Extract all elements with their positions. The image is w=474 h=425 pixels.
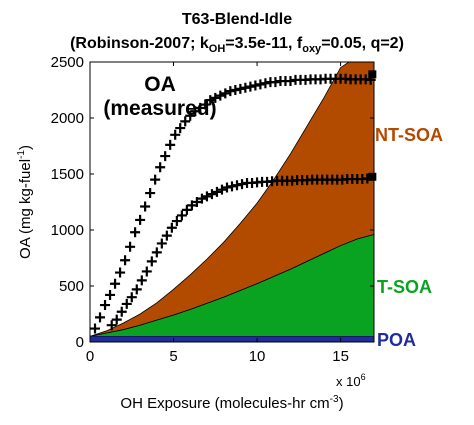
chart-title: T63-Blend-Idle [182,11,292,28]
measured-lower-point [181,204,192,215]
measured-lower-point [136,275,147,286]
x-axis-label: OH Exposure (molecules-hr cm-3) [120,394,343,412]
measured-upper-point [160,151,171,162]
measured-upper-point [140,201,151,212]
poa-label: POA [377,330,416,350]
measured-upper-point [145,188,156,199]
y-tick-label: 2000 [51,110,84,127]
measured-lower-point [146,256,157,267]
measured-upper-point [205,95,216,106]
measured-upper-point [210,92,221,103]
measured-lower-point [111,314,122,325]
measured-upper-point [200,99,211,110]
measured-upper-point [245,81,256,92]
measured-end-marker [368,172,377,181]
measured-upper-point [220,88,231,99]
measured-upper-point [190,106,201,117]
measured-lower-point [232,180,243,191]
measured-upper-point [285,76,296,87]
tsoa-label: T-SOA [377,277,432,297]
measured-lower-point [196,193,207,204]
measured-upper-point [175,123,186,134]
measured-upper-point [215,90,226,101]
measured-lower-point [131,284,142,295]
measured-upper-point [95,312,106,323]
measured-upper-point [260,78,271,89]
measured-upper-point [255,79,266,90]
measured-upper-point [180,116,191,127]
measured-lower-point [126,292,137,303]
x-multiplier: x 106 [336,372,366,389]
y-tick-label: 1500 [51,166,84,183]
measured-lower-point [227,181,237,192]
x-tick-label: 15 [332,348,349,365]
ntsoa-label: NT-SOA [375,125,443,145]
measured-upper-point [120,255,131,266]
measured-upper-point [150,174,161,185]
axis-ticks: 0 5 10 15 0 500 1000 1500 2000 2500 [51,54,374,365]
tsoa-area [89,233,375,337]
measured-upper-point [250,80,261,91]
measured-lower-point [106,320,117,331]
y-axis-label: OA (mg kg-fuel-1) [16,145,34,259]
oa-measured-label-line1: OA [144,73,176,96]
measured-lower-point [237,179,248,190]
measured-lower-point [221,182,232,193]
measured-upper-point [240,82,251,93]
plot-area [89,61,377,342]
poa-area [90,336,374,342]
measured-upper-point [155,162,166,173]
measured-lower-point [206,189,217,200]
measured-end-markers [368,70,377,181]
y-tick-label: 0 [76,334,84,351]
measured-lower-point [166,222,177,233]
measured-upper-point [125,241,136,252]
measured-upper-point [165,139,176,150]
measured-lower-point [121,298,132,309]
measured-upper-point [270,77,281,88]
measured-lower-markers [106,173,373,331]
y-tick-label: 1000 [51,222,84,239]
x-tick-label: 5 [169,348,177,365]
measured-lower-point [116,306,127,317]
measured-lower-point [161,230,172,241]
measured-upper-point [90,323,101,334]
measured-lower-point [151,247,162,258]
x-tick-label: 10 [249,348,266,365]
measured-lower-point [156,238,167,249]
measured-end-marker [368,70,377,79]
oa-measured-label-line2: (measured) [103,97,216,120]
measured-lower-point [186,200,197,211]
measured-upper-point [100,300,111,311]
measured-lower-point [216,184,227,195]
measured-upper-point [130,227,141,238]
measured-upper-point [225,86,236,97]
measured-lower-point [201,191,212,202]
measured-upper-markers [90,73,376,334]
measured-upper-point [115,267,126,278]
measured-lower-point [176,210,187,221]
y-tick-label: 500 [59,278,84,295]
y-tick-label: 2500 [51,54,84,71]
measured-lower-point [191,197,202,207]
measured-upper-point [195,102,206,113]
measured-upper-point [170,129,181,140]
measured-lower-point [171,216,182,227]
measured-upper-point [110,278,121,289]
measured-lower-point [211,186,222,197]
measured-upper-point [230,85,241,95]
chart-subtitle: (Robinson-2007; kOH=3.5e-11, foxy=0.05, … [70,35,404,55]
measured-upper-point [185,110,196,121]
measured-upper-point [135,214,146,225]
measured-upper-point [105,289,116,300]
x-tick-label: 0 [86,348,94,365]
axes-frame [89,61,375,343]
measured-lower-point [141,266,152,277]
measured-upper-point [235,83,246,94]
